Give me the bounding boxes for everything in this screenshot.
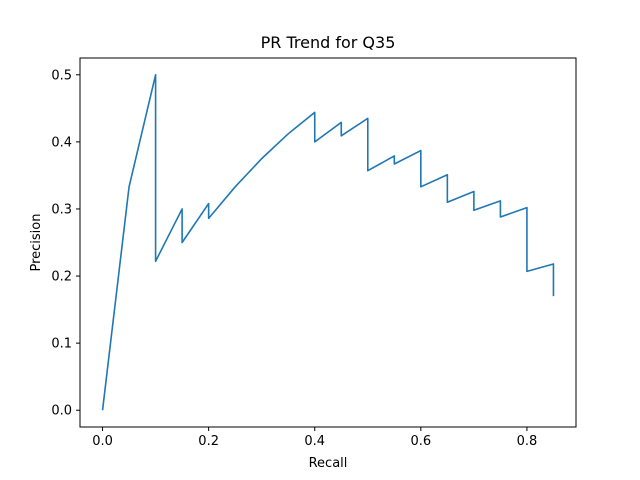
axes-frame <box>79 57 577 428</box>
x-tick-label: 0.8 <box>517 434 538 449</box>
x-axis-label: Recall <box>309 456 348 471</box>
y-tick-label: 0.2 <box>51 270 72 285</box>
x-tick-label: 0.6 <box>410 434 431 449</box>
ticks-layer: 0.0 0.2 0.4 0.6 0.8 0.0 0.1 0.2 0.3 0.4 0.5 <box>51 68 537 449</box>
y-tick-label: 0.1 <box>51 337 72 352</box>
y-axis-label: Precision <box>29 213 44 271</box>
plot-layer <box>101 73 555 411</box>
y-tick-label: 0.3 <box>51 202 72 217</box>
y-tick-label: 0.0 <box>51 404 72 419</box>
precision-recall-series-line <box>101 73 555 411</box>
x-tick-label: 0.4 <box>304 434 325 449</box>
y-tick-label: 0.5 <box>51 68 72 83</box>
y-tick-label: 0.4 <box>51 135 72 150</box>
x-tick-label: 0.0 <box>92 434 113 449</box>
x-tick-label: 0.2 <box>198 434 219 449</box>
chart-title: PR Trend for Q35 <box>261 33 396 52</box>
